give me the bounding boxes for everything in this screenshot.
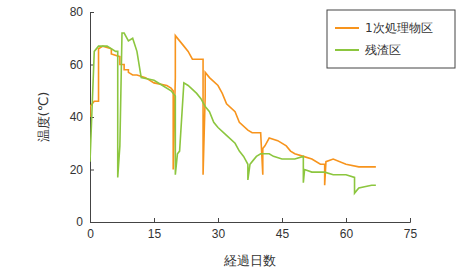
tick-label: 45	[276, 227, 290, 241]
tick: 60	[340, 218, 354, 241]
tick-label: 60	[70, 58, 84, 72]
chart: 0 15 30 45 60 75 0 20 40 60 80 経過日数 温度(℃) 1次処理物区残渣区	[0, 0, 461, 280]
tick: 20	[70, 163, 94, 177]
y-axis-title: 温度(℃)	[36, 92, 51, 143]
x-axis-title: 経過日数	[223, 253, 276, 268]
tick: 30	[212, 218, 226, 241]
tick-mark	[154, 218, 155, 222]
tick: 80	[70, 5, 94, 19]
tick-mark	[282, 218, 283, 222]
tick-mark	[90, 170, 94, 171]
tick-label: 40	[70, 110, 84, 124]
tick: 75	[404, 218, 418, 241]
y-axis: 0 20 40 60 80	[70, 5, 94, 229]
tick: 15	[148, 218, 162, 241]
legend-label: 残渣区	[365, 43, 401, 57]
tick: 45	[276, 218, 290, 241]
tick-mark	[218, 218, 219, 222]
axis-line	[91, 218, 411, 223]
legend-swatch	[335, 49, 359, 51]
tick-label: 30	[212, 227, 226, 241]
tick-label: 75	[404, 227, 418, 241]
legend-box	[327, 10, 455, 68]
tick-label: 0	[76, 215, 83, 229]
legend: 1次処理物区残渣区	[327, 10, 455, 68]
tick-label: 15	[148, 227, 162, 241]
tick: 60	[70, 58, 94, 72]
x-axis: 0 15 30 45 60 75	[87, 218, 417, 241]
legend-swatch	[335, 27, 359, 29]
tick-label: 20	[70, 163, 84, 177]
tick-mark	[410, 218, 411, 222]
legend-label: 1次処理物区	[365, 21, 433, 35]
tick-label: 0	[87, 227, 94, 241]
tick-mark	[90, 12, 94, 13]
tick-label: 60	[340, 227, 354, 241]
tick: 0	[76, 215, 94, 229]
tick-mark	[90, 222, 94, 223]
tick-mark	[346, 218, 347, 222]
tick-label: 80	[70, 5, 84, 19]
